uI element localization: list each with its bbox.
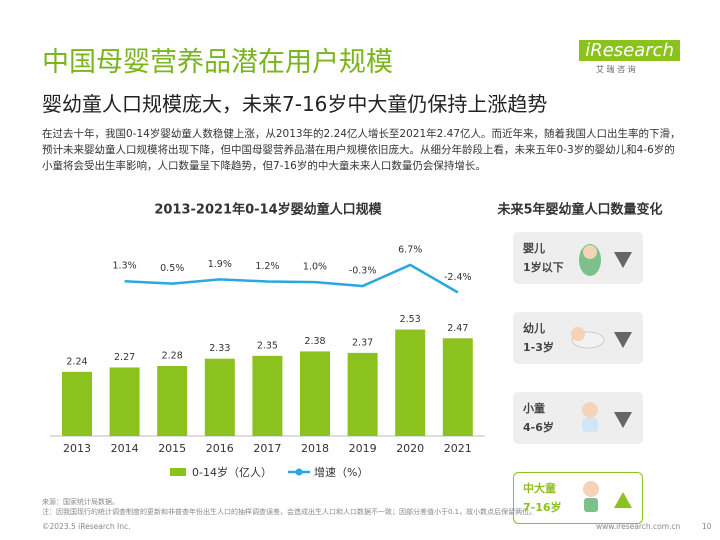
x-tick-label: 2017 — [253, 442, 281, 455]
line-label: 1.2% — [255, 261, 279, 272]
slide-subtitle: 婴幼童人口规模庞大，未来7-16岁中大童仍保持上涨趋势 — [42, 92, 548, 116]
x-tick-label: 2013 — [63, 442, 91, 455]
card-name: 婴儿 — [523, 242, 545, 255]
page-number: 10 — [702, 522, 712, 531]
bar — [62, 371, 92, 436]
panel-cards — [513, 232, 643, 524]
card-name: 小童 — [522, 401, 545, 415]
x-tick-label: 2020 — [396, 442, 424, 455]
url: www.iresearch.com.cn — [596, 522, 681, 531]
panel-title: 未来5年婴幼童人口数量变化 — [496, 202, 662, 218]
legend-label: 0-14岁（亿人） — [192, 465, 272, 479]
down-arrow — [614, 252, 632, 268]
chart-title: 2013-2021年0-14岁婴幼童人口规模 — [154, 202, 382, 218]
bar-label: 2.35 — [257, 340, 278, 351]
bar-label: 2.27 — [114, 352, 135, 363]
legend-swatch — [170, 468, 186, 476]
legend-label: 增速（%） — [314, 465, 368, 479]
down-arrow — [614, 412, 632, 428]
line-label: 1.0% — [303, 262, 327, 273]
down-arrow — [614, 332, 632, 348]
card-age: 1岁以下 — [523, 260, 564, 274]
card-age: 1-3岁 — [523, 340, 554, 354]
card-name: 中大童 — [523, 481, 556, 495]
x-tick-label: 2014 — [111, 442, 139, 455]
bar — [252, 355, 283, 436]
card — [513, 392, 643, 444]
x-tick-label: 2015 — [158, 442, 186, 455]
x-tick-label: 2018 — [301, 442, 329, 455]
line-label: -0.3% — [349, 266, 377, 277]
line-label: 0.5% — [160, 263, 184, 274]
bar — [157, 366, 188, 436]
baby-icon — [579, 244, 601, 276]
bar — [442, 338, 473, 436]
x-tick-label: 2019 — [349, 442, 377, 455]
bar-label: 2.37 — [352, 337, 373, 348]
x-tick-label: 2021 — [444, 442, 472, 455]
card — [513, 232, 643, 284]
baby-icon — [582, 402, 598, 432]
body-text: 在过去十年，我国0-14岁婴幼童人数稳健上涨，从2013年的2.24亿人增长至2… — [42, 128, 681, 172]
bar — [395, 329, 426, 436]
slide-title: 中国母婴营养品潜在用户规模 — [42, 47, 393, 78]
growth-line — [124, 263, 459, 294]
line-label: 6.7% — [398, 244, 422, 255]
line-label: 1.9% — [208, 259, 232, 270]
logo-sub: 艾 瑞 咨 询 — [596, 65, 636, 74]
bar-label: 2.38 — [304, 336, 325, 347]
bar-label: 2.24 — [66, 356, 87, 367]
up-arrow — [614, 492, 632, 508]
bar-label: 2.53 — [400, 314, 421, 325]
bar — [109, 367, 140, 436]
legend-swatch — [295, 468, 303, 476]
baby-icon — [583, 481, 599, 512]
card-name: 幼儿 — [523, 321, 545, 335]
copyright: ©2023.5 iResearch Inc. — [42, 522, 131, 531]
note: 注：因我国现行的统计调查制度的更新和非普查年份出生人口的抽样调查误差，会造成出生… — [42, 508, 537, 516]
source: 来源：国家统计局数据。 — [42, 498, 119, 506]
card-age: 4-6岁 — [523, 420, 554, 434]
bar — [204, 358, 235, 436]
bar — [300, 351, 330, 436]
bar — [347, 352, 378, 436]
x-tick-label: 2016 — [206, 442, 234, 455]
baby-icon — [571, 327, 605, 349]
bar-label: 2.47 — [447, 323, 468, 334]
bar-label: 2.33 — [209, 343, 230, 354]
card — [513, 472, 643, 524]
line-label: 1.3% — [113, 261, 137, 272]
line-label: -2.4% — [444, 272, 472, 283]
card-age: 7-16岁 — [523, 500, 562, 514]
logo: iResearch — [579, 40, 680, 61]
bar-label: 2.28 — [162, 351, 183, 362]
